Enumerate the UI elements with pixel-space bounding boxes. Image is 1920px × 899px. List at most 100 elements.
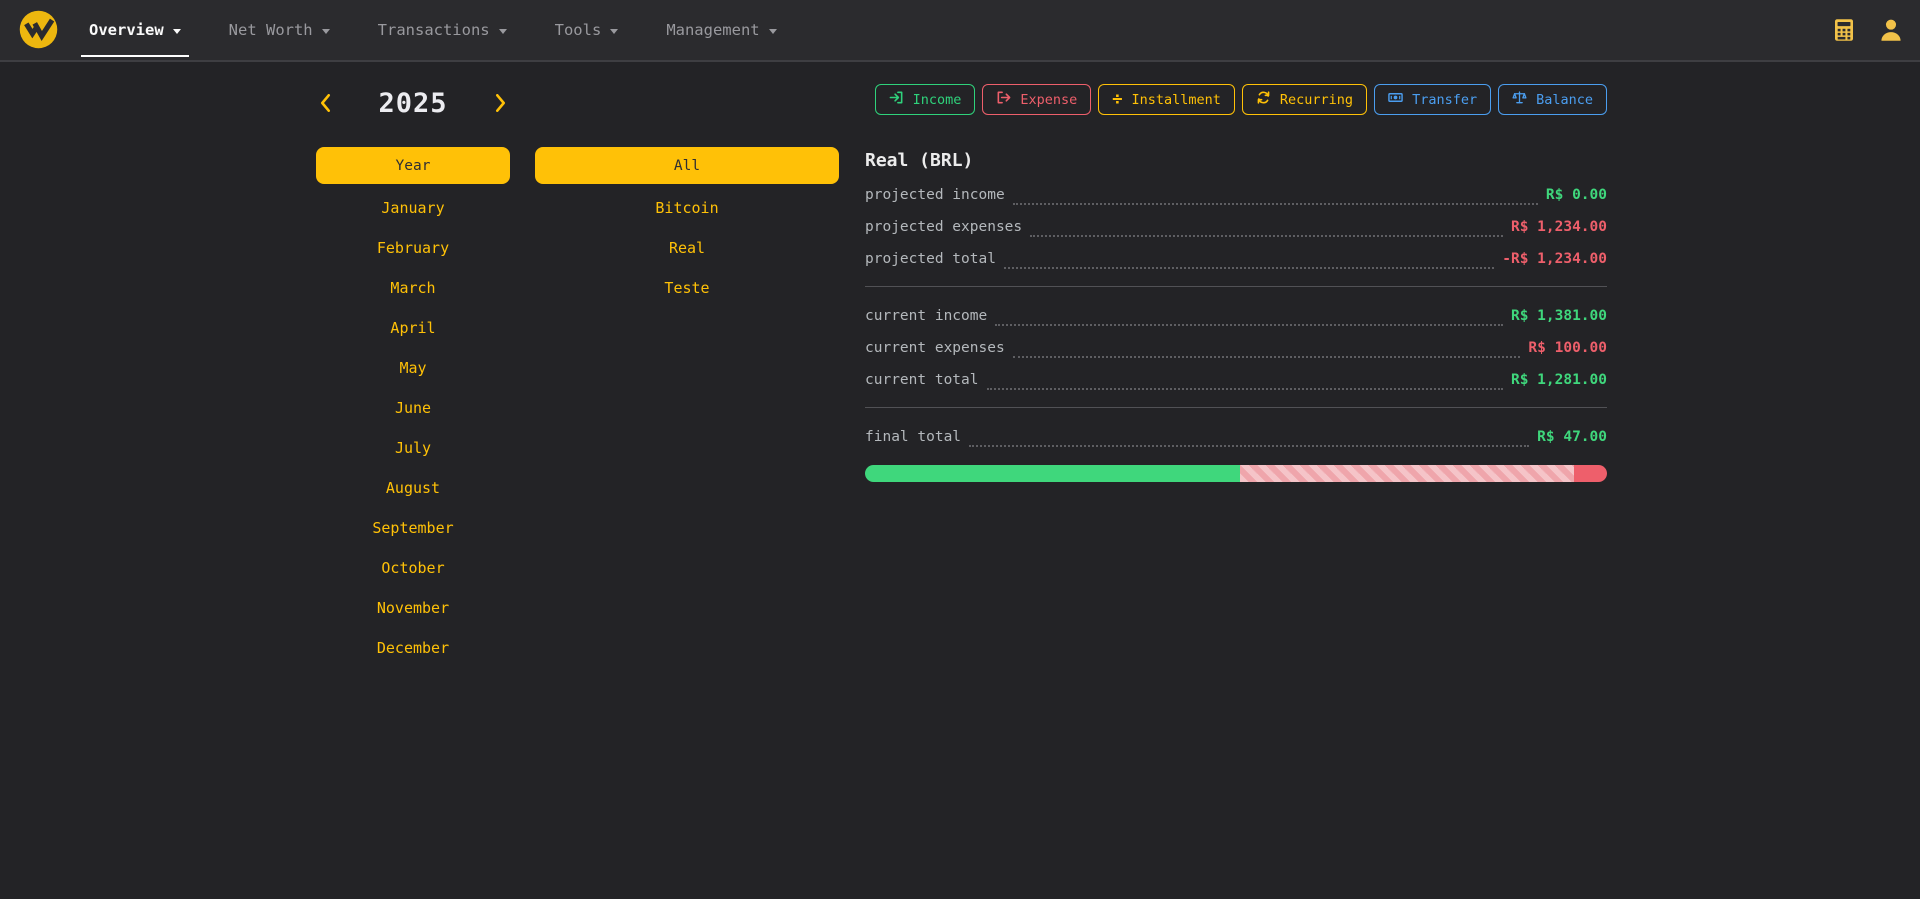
- row-label: current total: [865, 372, 979, 388]
- month-item-april[interactable]: April: [390, 319, 436, 337]
- summary-row-projected-total: projected total -R$ 1,234.00: [865, 243, 1607, 275]
- expense-button[interactable]: Expense: [982, 84, 1092, 115]
- row-value: R$ 47.00: [1537, 429, 1607, 445]
- row-value: R$ 1,281.00: [1510, 372, 1607, 388]
- row-value: R$ 1,234.00: [1510, 219, 1607, 235]
- month-item-november[interactable]: November: [376, 599, 450, 617]
- sign-in-icon: [889, 90, 904, 109]
- nav-item-management[interactable]: Management: [660, 17, 782, 43]
- month-item-december[interactable]: December: [376, 639, 450, 657]
- calculator-icon[interactable]: [1832, 18, 1856, 42]
- nav-item-overview[interactable]: Overview: [81, 17, 189, 57]
- month-item-september[interactable]: September: [372, 519, 454, 537]
- row-label: current expenses: [865, 340, 1005, 356]
- progress-segment-income: [865, 465, 1241, 482]
- row-value: R$ 100.00: [1528, 340, 1607, 356]
- user-icon[interactable]: [1878, 17, 1904, 43]
- chevron-down-icon: [610, 28, 619, 34]
- installment-button[interactable]: ÷ Installment: [1098, 84, 1235, 115]
- summary-panel: Income Expense ÷ Installment Recurring: [865, 84, 1607, 482]
- row-label: current income: [865, 308, 988, 324]
- row-label: projected expenses: [865, 219, 1023, 235]
- progress-segment-current-expense: [1574, 465, 1607, 482]
- dotted-leader: [1030, 217, 1503, 237]
- all-accounts-button[interactable]: All: [535, 147, 839, 184]
- navbar-right-icons: [1832, 17, 1904, 43]
- row-label: projected income: [865, 187, 1005, 203]
- month-item-july[interactable]: July: [394, 439, 432, 457]
- month-item-february[interactable]: February: [376, 239, 450, 257]
- chevron-down-icon: [321, 28, 330, 34]
- recurring-button[interactable]: Recurring: [1241, 84, 1368, 115]
- chevron-down-icon: [768, 28, 777, 34]
- brand-logo[interactable]: [16, 6, 61, 55]
- month-item-august[interactable]: August: [385, 479, 441, 497]
- transaction-action-bar: Income Expense ÷ Installment Recurring: [865, 84, 1607, 115]
- summary-row-current-income: current income R$ 1,381.00: [865, 300, 1607, 332]
- main-nav: Overview Net Worth Transactions Tools Ma…: [81, 0, 783, 60]
- transfer-button-label: Transfer: [1412, 91, 1478, 108]
- installment-button-label: Installment: [1131, 91, 1221, 108]
- dotted-leader: [1003, 249, 1495, 269]
- nav-item-label: Tools: [554, 21, 602, 39]
- nav-item-tools[interactable]: Tools: [549, 17, 625, 43]
- account-item-bitcoin[interactable]: Bitcoin: [655, 199, 719, 217]
- balance-button[interactable]: Balance: [1498, 84, 1607, 115]
- row-label: final total: [865, 429, 962, 445]
- chevron-down-icon: [172, 28, 181, 34]
- month-item-june[interactable]: June: [394, 399, 432, 417]
- month-item-october[interactable]: October: [381, 559, 445, 577]
- dotted-leader: [1012, 185, 1538, 205]
- period-selector: 2025 Year January February March April M…: [316, 84, 510, 668]
- month-list: January February March April May June Ju…: [316, 188, 510, 668]
- summary-row-projected-expenses: projected expenses R$ 1,234.00: [865, 211, 1607, 243]
- account-list: Bitcoin Real Teste: [535, 188, 839, 308]
- summary-row-current-total: current total R$ 1,281.00: [865, 364, 1607, 396]
- dotted-leader: [1012, 338, 1521, 358]
- previous-year-button[interactable]: [316, 90, 335, 116]
- income-button[interactable]: Income: [874, 84, 976, 115]
- month-item-march[interactable]: March: [390, 279, 436, 297]
- month-item-january[interactable]: January: [381, 199, 445, 217]
- row-label: projected total: [865, 251, 996, 267]
- transfer-button[interactable]: Transfer: [1374, 84, 1492, 115]
- summary-row-projected-income: projected income R$ 0.00: [865, 179, 1607, 211]
- nav-item-net-worth[interactable]: Net Worth: [223, 17, 336, 43]
- account-selector: All Bitcoin Real Teste: [535, 147, 839, 308]
- nav-item-label: Overview: [89, 21, 164, 39]
- dotted-leader: [969, 427, 1530, 447]
- section-divider: [865, 286, 1607, 287]
- summary-row-final-total: final total R$ 47.00: [865, 421, 1607, 453]
- nav-item-label: Management: [666, 21, 760, 39]
- scale-icon: [1512, 90, 1527, 109]
- income-expense-progress-bar: [865, 465, 1607, 482]
- month-item-may[interactable]: May: [399, 359, 427, 377]
- dotted-leader: [995, 306, 1503, 326]
- row-value: R$ 1,381.00: [1510, 308, 1607, 324]
- cash-icon: [1388, 90, 1403, 109]
- top-navbar: Overview Net Worth Transactions Tools Ma…: [0, 0, 1920, 62]
- nav-item-transactions[interactable]: Transactions: [372, 17, 513, 43]
- currency-title: Real (BRL): [865, 150, 974, 171]
- account-item-teste[interactable]: Teste: [664, 279, 710, 297]
- account-item-real[interactable]: Real: [668, 239, 706, 257]
- sign-out-icon: [996, 90, 1011, 109]
- chevron-down-icon: [498, 28, 507, 34]
- balance-button-label: Balance: [1536, 91, 1593, 108]
- brand-coin-icon: [16, 6, 61, 55]
- year-navigation: 2025: [316, 84, 510, 122]
- year-button[interactable]: Year: [316, 147, 510, 184]
- current-year-label: 2025: [378, 87, 448, 119]
- nav-item-label: Transactions: [377, 21, 490, 39]
- progress-segment-projected-expense: [1240, 465, 1575, 482]
- summary-row-current-expenses: current expenses R$ 100.00: [865, 332, 1607, 364]
- row-value: R$ 0.00: [1545, 187, 1607, 203]
- divide-icon: ÷: [1112, 89, 1123, 109]
- summary-rows: projected income R$ 0.00 projected expen…: [865, 179, 1607, 453]
- dotted-leader: [986, 370, 1503, 390]
- repeat-icon: [1256, 90, 1271, 109]
- expense-button-label: Expense: [1020, 91, 1078, 108]
- next-year-button[interactable]: [491, 90, 510, 116]
- income-button-label: Income: [912, 91, 962, 108]
- section-divider: [865, 407, 1607, 408]
